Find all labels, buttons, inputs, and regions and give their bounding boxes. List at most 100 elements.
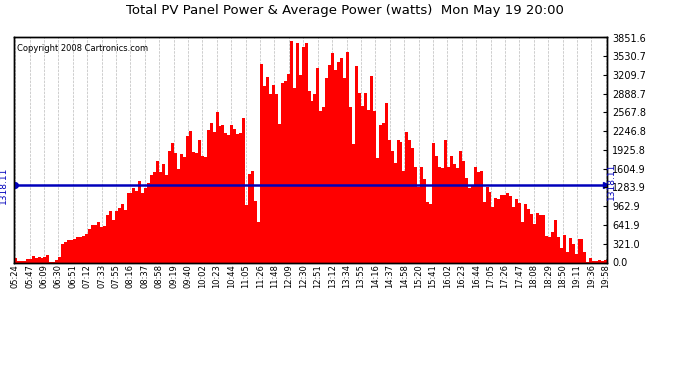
Bar xyxy=(237,134,239,262)
Bar xyxy=(121,204,124,262)
Bar xyxy=(43,257,46,262)
Bar xyxy=(584,252,586,262)
Bar xyxy=(126,193,130,262)
Bar xyxy=(515,200,518,262)
Bar xyxy=(20,261,23,262)
Bar xyxy=(118,208,121,262)
Bar xyxy=(156,161,159,262)
Bar xyxy=(560,248,563,262)
Bar xyxy=(569,238,571,262)
Bar xyxy=(417,188,420,262)
Bar xyxy=(248,174,251,262)
Bar xyxy=(376,158,379,262)
Bar xyxy=(165,175,168,262)
Bar xyxy=(37,257,41,262)
Bar xyxy=(124,210,126,262)
Bar xyxy=(144,188,148,262)
Bar xyxy=(542,215,545,262)
Bar xyxy=(168,151,171,262)
Bar xyxy=(29,259,32,262)
Bar xyxy=(263,86,266,262)
Bar xyxy=(180,154,183,262)
Bar xyxy=(207,130,210,262)
Bar xyxy=(210,123,213,262)
Bar xyxy=(453,164,456,262)
Bar xyxy=(435,156,438,262)
Bar xyxy=(310,101,313,262)
Bar xyxy=(275,94,278,262)
Bar xyxy=(153,172,156,262)
Bar xyxy=(141,194,144,262)
Bar xyxy=(593,261,595,262)
Bar xyxy=(331,53,334,262)
Bar xyxy=(432,142,435,262)
Text: 1318.11: 1318.11 xyxy=(607,162,616,200)
Bar xyxy=(254,201,257,262)
Bar xyxy=(41,258,43,262)
Bar xyxy=(346,52,349,262)
Bar xyxy=(444,140,447,262)
Bar xyxy=(251,171,254,262)
Bar xyxy=(61,244,64,262)
Bar xyxy=(415,167,417,262)
Bar xyxy=(563,235,566,262)
Bar xyxy=(471,185,474,262)
Bar xyxy=(46,255,50,262)
Bar xyxy=(221,125,224,262)
Bar xyxy=(317,68,319,262)
Bar xyxy=(337,62,340,262)
Bar xyxy=(420,167,423,262)
Bar xyxy=(115,211,118,262)
Bar xyxy=(171,143,174,262)
Bar xyxy=(64,243,67,262)
Bar xyxy=(489,192,491,262)
Bar xyxy=(159,172,162,262)
Bar xyxy=(370,76,373,262)
Bar xyxy=(91,225,94,262)
Bar xyxy=(589,258,593,262)
Bar xyxy=(468,188,471,262)
Bar xyxy=(281,82,284,262)
Bar xyxy=(406,132,408,262)
Bar xyxy=(423,178,426,262)
Bar xyxy=(504,195,506,262)
Bar xyxy=(201,156,204,262)
Bar xyxy=(480,171,482,262)
Bar xyxy=(242,118,245,262)
Bar xyxy=(150,175,153,262)
Bar xyxy=(462,161,465,262)
Bar xyxy=(512,207,515,262)
Bar xyxy=(290,41,293,262)
Bar xyxy=(14,258,17,262)
Bar xyxy=(334,70,337,262)
Bar xyxy=(17,261,20,262)
Bar xyxy=(358,93,361,262)
Bar xyxy=(192,152,195,262)
Bar xyxy=(100,226,103,262)
Bar xyxy=(103,226,106,262)
Bar xyxy=(88,229,91,262)
Bar xyxy=(578,239,580,262)
Bar xyxy=(379,125,382,262)
Bar xyxy=(459,152,462,262)
Bar xyxy=(73,239,76,262)
Bar xyxy=(177,170,180,262)
Bar xyxy=(595,261,598,262)
Bar xyxy=(97,222,100,262)
Bar xyxy=(67,240,70,262)
Bar xyxy=(598,260,601,262)
Bar xyxy=(94,225,97,262)
Bar xyxy=(162,164,165,262)
Bar xyxy=(26,259,29,262)
Bar xyxy=(521,222,524,262)
Bar xyxy=(438,167,441,262)
Bar xyxy=(482,202,486,262)
Text: 1318.11: 1318.11 xyxy=(0,167,8,204)
Bar xyxy=(70,240,73,262)
Bar xyxy=(287,74,290,262)
Bar xyxy=(497,199,500,262)
Bar xyxy=(393,163,397,262)
Bar xyxy=(426,201,429,262)
Bar xyxy=(245,205,248,262)
Bar xyxy=(352,144,355,262)
